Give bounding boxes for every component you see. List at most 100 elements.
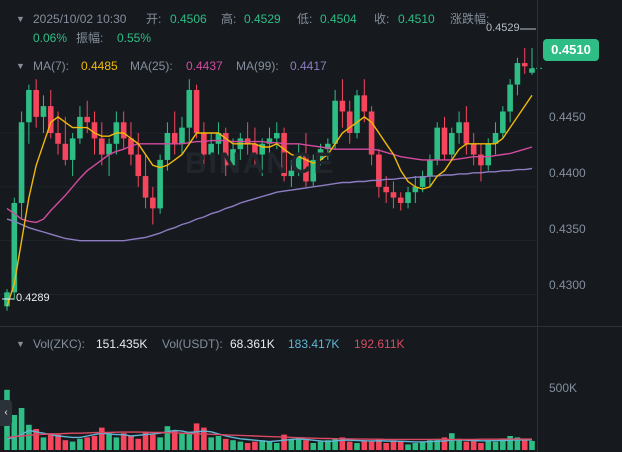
candle-body bbox=[317, 149, 324, 160]
candle-body bbox=[193, 89, 200, 134]
candle-body bbox=[281, 133, 287, 177]
vol-ma-b-value: 192.611K bbox=[354, 337, 405, 351]
volume-bar bbox=[361, 440, 368, 450]
volume-bar bbox=[456, 438, 462, 450]
low-label: 低: bbox=[297, 12, 313, 26]
candle-body bbox=[215, 133, 222, 144]
candle-body bbox=[412, 186, 419, 193]
volume-bar bbox=[128, 436, 134, 450]
candle-body bbox=[434, 127, 441, 160]
candle-body bbox=[354, 95, 360, 134]
low-value: 0.4504 bbox=[320, 12, 357, 26]
volume-bar bbox=[201, 427, 207, 450]
ma7-line bbox=[6, 94, 533, 307]
volume-bar bbox=[186, 431, 193, 450]
candle-body bbox=[514, 63, 521, 85]
volume-bar bbox=[120, 433, 127, 450]
candle-body bbox=[346, 111, 353, 134]
candle-body bbox=[106, 143, 112, 155]
candle-body bbox=[62, 143, 69, 160]
volume-bar bbox=[150, 434, 156, 450]
candle-body bbox=[361, 95, 368, 112]
ma99-label: MA(99): bbox=[236, 59, 279, 73]
volume-bar bbox=[135, 438, 142, 450]
volume-bar bbox=[18, 408, 25, 450]
current-price-badge: 0.4510 bbox=[543, 39, 599, 61]
pane-divider[interactable] bbox=[0, 326, 622, 327]
low-marker-label: 0.4289 bbox=[16, 292, 50, 304]
open-label: 开: bbox=[146, 12, 162, 26]
volume-bar bbox=[40, 437, 47, 450]
candle-body bbox=[376, 154, 382, 187]
candle-body bbox=[339, 100, 346, 112]
close-label: 收: bbox=[374, 12, 390, 26]
volume-bar bbox=[470, 440, 477, 450]
candle-body bbox=[507, 84, 513, 112]
vol-toggle-icon[interactable]: ▼ bbox=[16, 339, 25, 349]
volume-bar bbox=[485, 440, 492, 450]
price-tick: 0.4300 bbox=[549, 278, 586, 292]
candle-body bbox=[47, 106, 54, 134]
vol-usdt-value: 68.361K bbox=[230, 337, 275, 351]
ohlc-date: 2025/10/02 10:30 bbox=[33, 12, 127, 26]
amplitude-value: 0.55% bbox=[117, 31, 152, 45]
binance-watermark: BINANCE bbox=[185, 147, 336, 180]
volume-bar bbox=[222, 438, 229, 450]
volume-bar bbox=[514, 437, 521, 450]
vol-ma-a-value: 183.417K bbox=[288, 337, 340, 351]
candle-body bbox=[529, 68, 535, 73]
volume-bar bbox=[106, 433, 112, 450]
candle-body bbox=[91, 122, 98, 139]
change-label: 涨跌幅: bbox=[450, 12, 490, 26]
candle-body bbox=[84, 116, 91, 123]
volume-bar bbox=[346, 441, 353, 450]
amplitude-label: 振幅: bbox=[76, 31, 104, 45]
candle-body bbox=[383, 186, 389, 193]
candle-body bbox=[492, 133, 499, 144]
candle-body bbox=[120, 122, 127, 139]
volume-bar bbox=[383, 443, 389, 450]
volume-bar bbox=[376, 438, 382, 450]
candle-body bbox=[390, 192, 397, 198]
candle-body bbox=[368, 111, 375, 155]
info-toggle-icon[interactable]: ▼ bbox=[16, 14, 25, 24]
volume-bar bbox=[507, 436, 513, 450]
ma7-value: 0.4485 bbox=[81, 59, 118, 73]
volume-bar bbox=[303, 440, 309, 450]
volume-bar bbox=[441, 437, 448, 450]
candle-body bbox=[325, 143, 331, 150]
volume-bar bbox=[317, 441, 324, 450]
price-tick: 0.4400 bbox=[549, 166, 586, 180]
ma25-label: MA(25): bbox=[130, 59, 173, 73]
candle-body bbox=[135, 154, 142, 177]
candle-body bbox=[222, 133, 229, 166]
ma-toggle-icon[interactable]: ▼ bbox=[16, 61, 25, 71]
vol-zkc-label: Vol(ZKC): bbox=[33, 337, 86, 351]
volume-bar bbox=[84, 437, 91, 450]
candle-body bbox=[230, 149, 236, 166]
candle-body bbox=[208, 143, 214, 155]
volume-bar bbox=[237, 441, 244, 450]
candle-body bbox=[69, 138, 76, 160]
volume-bar bbox=[295, 437, 302, 450]
volume-bar bbox=[252, 441, 258, 450]
candle-body bbox=[310, 159, 317, 182]
ma99-value: 0.4417 bbox=[290, 59, 327, 73]
volume-bar bbox=[390, 440, 397, 450]
volume-bar bbox=[55, 434, 61, 450]
vol-ma-a-line bbox=[6, 429, 532, 443]
scroll-left-handle[interactable]: ‹ bbox=[0, 400, 12, 426]
volume-bar bbox=[368, 441, 375, 450]
candle-body bbox=[259, 143, 266, 155]
volume-bar bbox=[397, 441, 404, 450]
ma7-label: MA(7): bbox=[33, 59, 69, 73]
candle-body bbox=[332, 100, 338, 144]
close-value: 0.4510 bbox=[398, 12, 435, 26]
candle-body bbox=[150, 197, 156, 209]
volume-bar bbox=[281, 434, 287, 450]
volume-bar bbox=[215, 436, 222, 450]
candle-body bbox=[33, 89, 39, 117]
candle-body bbox=[266, 138, 273, 144]
volume-bar bbox=[62, 440, 69, 450]
